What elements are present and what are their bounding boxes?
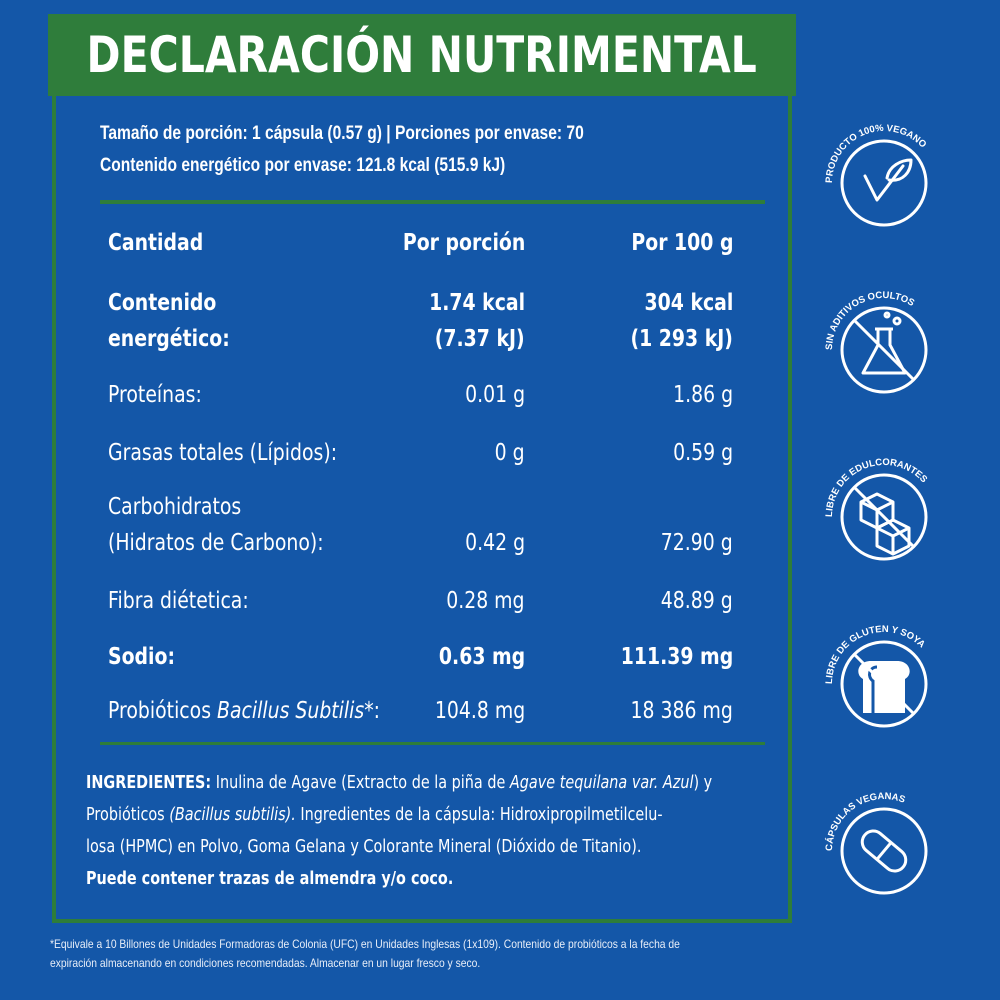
ingredients-part: Inulina de Agave (Extracto de la piña de — [211, 772, 510, 793]
badge-vegan: PRODUCTO 100% VEGANO — [817, 116, 951, 250]
energy-serving-kcal: 1.74 kcal — [428, 290, 525, 316]
row-label: Sodio: — [108, 644, 176, 670]
header-quantity: Cantidad — [108, 230, 204, 256]
ingredients-text: INGREDIENTES: Inulina de Agave (Extracto… — [86, 767, 766, 895]
row-per-serving: 0.42 g — [465, 530, 525, 556]
row-label-2: (Hidratos de Carbono): — [108, 530, 324, 556]
badge-no-additives: SIN ADITIVOS OCULTOS — [817, 283, 951, 417]
row-per-serving: 0 g — [495, 440, 525, 466]
energy-label-1: Contenido — [108, 290, 217, 316]
title-bar: DECLARACIÓN NUTRIMENTAL — [48, 14, 796, 96]
ingredients-italic: (Bacillus subtilis). — [169, 804, 296, 825]
footnote-line-2: expiración almacenando en condiciones re… — [50, 956, 481, 970]
row-per-serving: 0.01 g — [465, 382, 525, 408]
row-per-serving: 0.63 mg — [438, 644, 525, 670]
row-per-serving: 104.8 mg — [434, 698, 525, 724]
badge-text: CÁPSULAS VEGANAS — [824, 791, 907, 851]
ingredients-heading: INGREDIENTES: — [86, 772, 212, 793]
ingredients-allergen-note: Puede contener trazas de almendra y/o co… — [86, 868, 454, 889]
footnote-line-1: *Equivale a 10 Billones de Unidades Form… — [50, 937, 680, 951]
row-per-100g: 18 386 mg — [630, 698, 733, 724]
serving-line-1: Tamaño de porción: 1 cápsula (0.57 g) | … — [100, 123, 584, 144]
badge-text: SIN ADITIVOS OCULTOS — [824, 290, 916, 350]
energy-100g-kcal: 304 kcal — [644, 290, 733, 316]
row-label: Proteínas: — [108, 382, 202, 408]
energy-serving-kj: (7.37 kJ) — [435, 326, 525, 352]
row-label: Fibra diétetica: — [108, 588, 249, 614]
ingredients-part: losa (HPMC) en Polvo, Goma Gelana y Colo… — [86, 836, 642, 857]
footnote: *Equivale a 10 Billones de Unidades Form… — [50, 935, 790, 973]
header-per-100g: Por 100 g — [630, 230, 733, 256]
probiotic-species: Bacillus Subtilis — [217, 698, 365, 724]
energy-100g-kj: (1 293 kJ) — [630, 326, 733, 352]
row-label: Probióticos Bacillus Subtilis*: — [108, 694, 380, 728]
row-per-serving: 0.28 mg — [446, 588, 525, 614]
row-label: Grasas totales (Lípidos): — [108, 440, 338, 466]
probiotic-asterisk: *: — [364, 698, 381, 724]
probiotic-label: Probióticos — [108, 698, 218, 724]
row-per-100g: 48.89 g — [661, 588, 733, 614]
divider-top — [100, 200, 765, 204]
badge-gluten-soy-free: LIBRE DE GLUTEN Y SOYA — [817, 617, 951, 751]
row-per-100g: 1.86 g — [673, 382, 733, 408]
bread-icon — [853, 653, 915, 715]
flask-icon — [853, 311, 915, 381]
row-per-100g: 0.59 g — [673, 440, 733, 466]
divider-bottom — [100, 742, 765, 745]
serving-info: Tamaño de porción: 1 cápsula (0.57 g) | … — [100, 118, 760, 182]
ingredients-part: Probióticos — [86, 804, 170, 825]
serving-line-2: Contenido energético por envase: 121.8 k… — [100, 155, 506, 176]
sugar-cubes-icon — [853, 486, 915, 556]
ingredients-italic: Agave tequilana var. Azul — [509, 772, 694, 793]
badge-vegan-capsules: CÁPSULAS VEGANAS — [817, 784, 951, 918]
energy-label-2: energético: — [108, 326, 230, 352]
row-per-100g: 111.39 mg — [620, 644, 733, 670]
badge-no-sweeteners: LIBRE DE EDULCORANTES — [817, 450, 951, 584]
capsule-icon — [860, 829, 908, 873]
ingredients-part: ) y — [693, 772, 713, 793]
header-per-serving: Por porción — [402, 230, 525, 256]
page-title: DECLARACIÓN NUTRIMENTAL — [86, 26, 758, 84]
ingredients-part: Ingredientes de la cápsula: Hidroxipropi… — [295, 804, 663, 825]
vegan-leaf-icon — [863, 158, 913, 202]
row-label-1: Carbohidratos — [108, 494, 242, 520]
row-per-100g: 72.90 g — [661, 530, 733, 556]
